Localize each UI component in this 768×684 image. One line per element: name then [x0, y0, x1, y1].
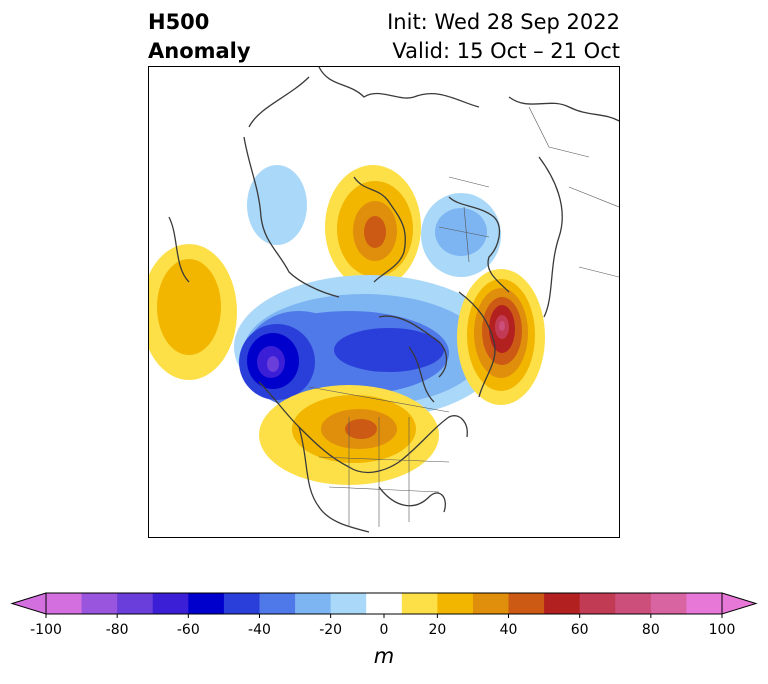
anomaly-negative-alaska [247, 165, 307, 245]
colorbar-bin [686, 593, 723, 614]
colorbar-tick-label: 100 [709, 622, 736, 638]
colorbar-tick-label: -20 [319, 622, 342, 638]
anomaly-positive-atlantic [457, 269, 545, 405]
colorbar-bin [579, 593, 616, 614]
anomaly-fields [149, 165, 545, 485]
colorbar-bin [46, 593, 83, 614]
map-title: H500 Anomaly [148, 8, 251, 66]
anomaly-negative-central [234, 275, 504, 419]
colorbar-extend-high [721, 592, 758, 615]
colorbar-bin [259, 593, 296, 614]
colorbar-bin [544, 593, 581, 614]
colorbar-bin [401, 593, 438, 614]
anomaly-map [148, 66, 620, 538]
colorbar-tick-label: 80 [642, 622, 660, 638]
anomaly-positive-pacific [149, 244, 237, 380]
colorbar-bin [152, 593, 189, 614]
country-borders [308, 106, 619, 527]
anomaly-positive-arctic [325, 165, 421, 289]
colorbar-extend-low [10, 592, 47, 615]
colorbar-bin [472, 593, 510, 614]
colorbar-ticks: -100 -80 -60 -40 -20 0 20 40 60 80 100 [30, 614, 735, 638]
colorbar-tick-label: -100 [30, 622, 62, 638]
init-date: Init: Wed 28 Sep 2022 [387, 10, 620, 34]
colorbar-tick-label: -80 [106, 622, 129, 638]
colorbar-bins [46, 593, 723, 614]
coastlines [168, 67, 619, 533]
colorbar-tick-label: 0 [380, 622, 389, 638]
valid-range: Valid: 15 Oct – 21 Oct [392, 39, 620, 63]
colorbar-bin [366, 593, 403, 614]
colorbar-bin [650, 593, 687, 614]
colorbar: -100 -80 -60 -40 -20 0 20 40 60 80 100 [10, 592, 758, 638]
colorbar-bin [188, 593, 225, 614]
title-line-1: H500 [148, 10, 210, 34]
colorbar-bin [117, 593, 154, 614]
colorbar-bin [615, 593, 652, 614]
title-line-2: Anomaly [148, 39, 251, 63]
colorbar-bin [437, 593, 474, 614]
colorbar-tick-label: -60 [177, 622, 200, 638]
anomaly-map-canvas [149, 67, 619, 533]
colorbar-tick-label: -40 [248, 622, 271, 638]
colorbar-bin [330, 593, 367, 614]
date-info: Init: Wed 28 Sep 2022 Valid: 15 Oct – 21… [387, 8, 620, 66]
colorbar-bin [81, 593, 118, 614]
colorbar-bin [508, 593, 545, 614]
anomaly-negative-europe [421, 193, 501, 277]
colorbar-bin [295, 593, 332, 614]
colorbar-tick-label: 20 [428, 622, 446, 638]
colorbar-tick-label: 40 [500, 622, 518, 638]
colorbar-bin [223, 593, 260, 614]
colorbar-tick-label: 60 [571, 622, 589, 638]
colorbar-units: m [373, 644, 395, 668]
